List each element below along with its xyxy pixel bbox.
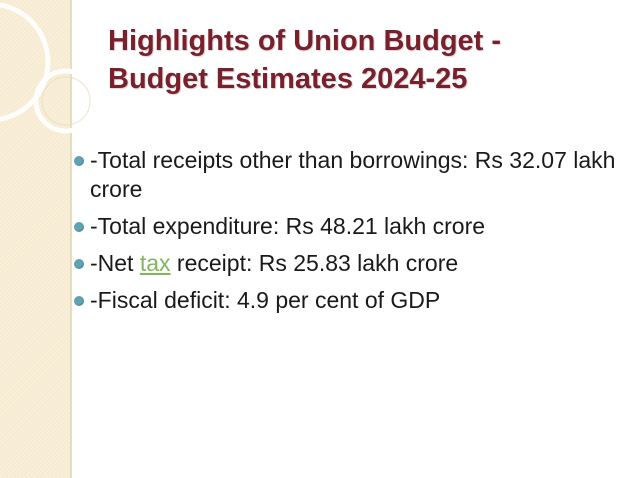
bullet-text-suffix: receipt: Rs 25.83 lakh crore (170, 250, 459, 276)
bullet-text-prefix: -Net (90, 250, 140, 276)
bullet-dot-icon (74, 296, 84, 306)
bullet-dot-icon (74, 156, 84, 166)
bullet-list: -Total receipts other than borrowings: R… (70, 146, 625, 323)
bullet-total-receipts: -Total receipts other than borrowings: R… (70, 146, 625, 204)
title-line-2: Budget Estimates 2024-25 (108, 63, 468, 95)
tax-link[interactable]: tax (139, 250, 171, 276)
bullet-dot-icon (74, 259, 84, 269)
bullet-dot-icon (74, 222, 84, 232)
bullet-text: -Total receipts other than borrowings: R… (90, 147, 616, 202)
bullet-net-tax-receipt: -Net tax receipt: Rs 25.83 lakh crore (70, 249, 625, 278)
bullet-total-expenditure: -Total expenditure: Rs 48.21 lakh crore (70, 212, 625, 241)
decorative-circles-graphic (0, 2, 99, 134)
band-divider (70, 0, 72, 478)
bullet-fiscal-deficit: -Fiscal deficit: 4.9 per cent of GDP (70, 286, 625, 315)
slide-title: Highlights of Union Budget - Budget Esti… (108, 22, 628, 98)
title-line-1: Highlights of Union Budget - (108, 25, 502, 57)
bullet-text: -Total expenditure: Rs 48.21 lakh crore (90, 213, 486, 239)
bullet-text: -Fiscal deficit: 4.9 per cent of GDP (90, 287, 441, 313)
decorative-left-band (0, 0, 72, 478)
